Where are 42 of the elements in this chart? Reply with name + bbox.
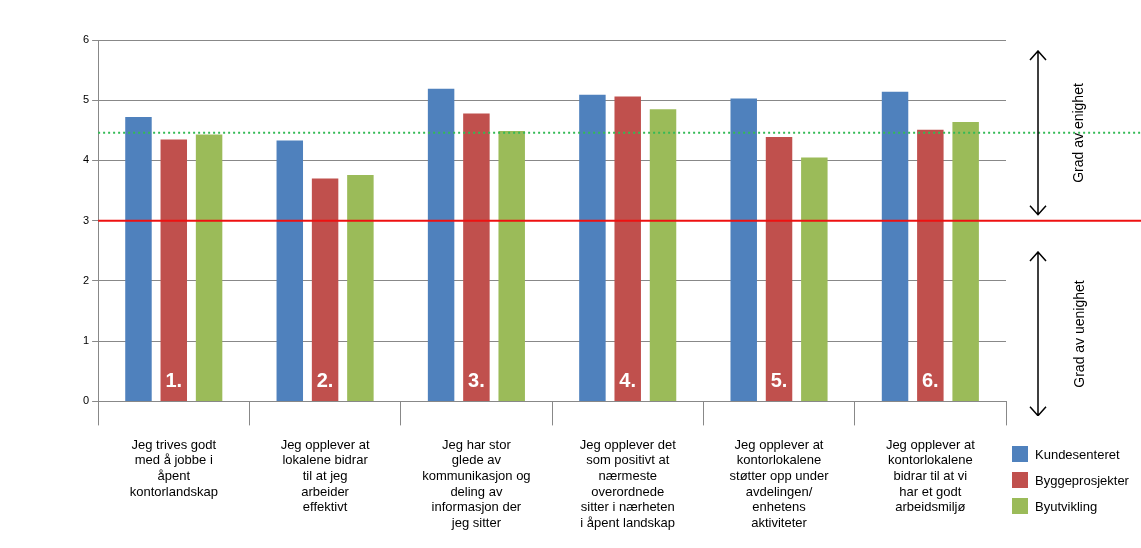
bar [463, 113, 490, 401]
legend-label: Byutvikling [1035, 498, 1098, 514]
bar [952, 121, 979, 401]
annotation: 4. [619, 368, 637, 391]
legend-label: Byggeprosjekter [1035, 472, 1129, 488]
y-tick-label: 0 [82, 394, 90, 407]
bar [765, 136, 793, 401]
bar [801, 157, 828, 401]
x-tick-label: Jeg opplever at lokalene bidrar til at jeg arbeider effektivt [280, 436, 370, 515]
x-tick-label: Jeg har stor glede av kommunikasjon og deling av informasjon der jeg sitter [422, 436, 531, 530]
bar [195, 134, 223, 401]
y-tick-label: 5 [82, 93, 90, 106]
bar [881, 91, 909, 401]
bar [125, 117, 152, 401]
legend-label: Kundesenteret [1035, 446, 1120, 462]
y-tick-label: 2 [82, 273, 90, 286]
y-tick-label: 1 [82, 334, 90, 347]
bar [614, 96, 641, 401]
y-tick-label: 4 [82, 153, 90, 166]
bar [311, 178, 339, 401]
bar [498, 130, 525, 401]
bar [917, 129, 944, 401]
y-tick-label: 6 [82, 33, 90, 46]
bar [347, 174, 374, 401]
bar [427, 88, 455, 401]
x-tick-label: Jeg opplever at kontorlokalene bidrar til at vi har et godt arbeidsmiljø [885, 436, 976, 515]
bar [276, 140, 304, 401]
annotation: 1. [165, 368, 183, 391]
y-tick-label: 3 [82, 213, 90, 226]
bar [649, 109, 677, 401]
text: Grad av enighet [1069, 83, 1086, 183]
x-tick-label: Jeg opplever at kontorlokalene støtter opp under avdelingen/ enhetens aktiviteter [729, 436, 830, 530]
x-tick-label: Jeg opplever det som positivt at nærmeste overordnede sitter i nærheten i åpent landskap [579, 436, 677, 530]
annotation: 2. [316, 368, 334, 391]
annotation: 5. [770, 368, 788, 391]
text: Grad av uenighet [1070, 279, 1087, 388]
annotation: 6. [922, 368, 939, 391]
bar [160, 139, 188, 401]
bar [730, 98, 757, 401]
bar [579, 94, 606, 401]
x-tick-label: Jeg trives godt med å jobbe i åpent kontorlandskap [129, 436, 218, 499]
annotation: 3. [468, 368, 485, 391]
